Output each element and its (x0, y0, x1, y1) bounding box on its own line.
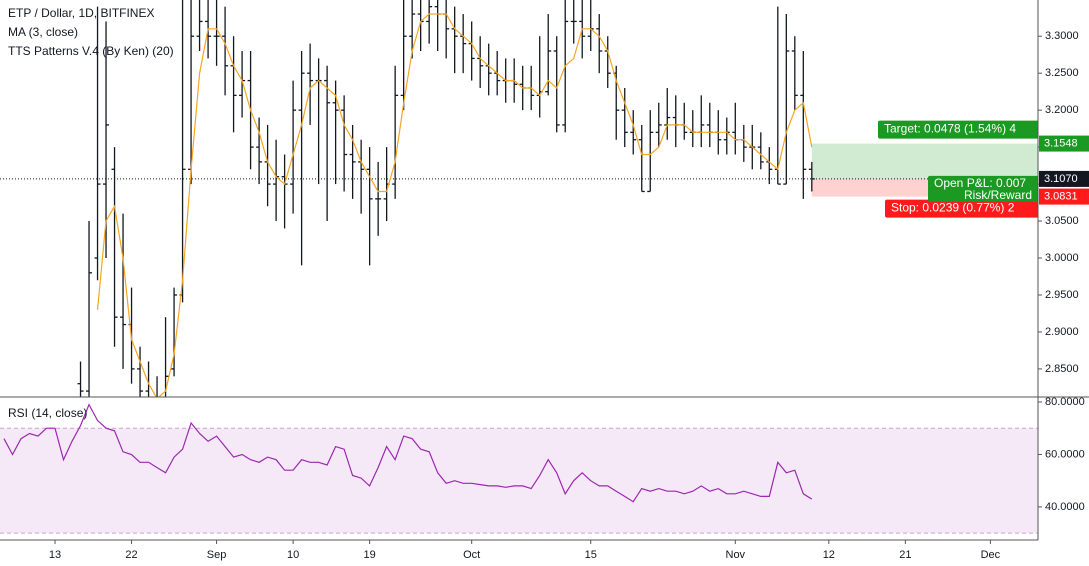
x-tick-label: Nov (726, 549, 746, 561)
y-tick-label: 80.0000 (1045, 396, 1085, 408)
position-label: Target: 0.0478 (1.54%) 4 (884, 122, 1016, 136)
series-line (96, 13, 813, 397)
x-tick-label: 12 (823, 549, 835, 561)
ma-legend: MA (3, close) (8, 25, 78, 39)
pnl-label: Open P&L: 0.007 (934, 176, 1026, 190)
rsi-band (0, 428, 1038, 534)
x-tick-label: Oct (463, 549, 480, 561)
y-tick-label: 60.0000 (1045, 448, 1085, 460)
price-tag-label: 3.1070 (1044, 173, 1078, 185)
pnl-box (928, 175, 1038, 202)
y-tick-label: 2.8500 (1045, 363, 1079, 375)
x-tick-label: 22 (125, 549, 137, 561)
x-tick-label: 21 (899, 549, 911, 561)
y-tick-label: 3.3000 (1045, 30, 1079, 42)
x-tick-label: Dec (981, 549, 1001, 561)
y-tick-label: 3.2500 (1045, 67, 1079, 79)
x-tick-label: Sep (207, 549, 227, 561)
price-pane: Target: 0.0478 (1.54%) 4 Stop: 0.0239 (0.… (0, 0, 1038, 397)
position-label: Stop: 0.0239 (0.77%) 2 (891, 201, 1015, 215)
x-tick-label: 10 (287, 549, 299, 561)
y-tick-label: 3.0500 (1045, 215, 1079, 227)
y-tick-label: 3.2000 (1045, 104, 1079, 116)
price-tag (1039, 188, 1089, 205)
rsi-pane (0, 403, 1038, 534)
rsi-legend: RSI (14, close) (8, 406, 87, 420)
pattern-legend: TTS Patterns V.4 (By Ken) (20) (8, 44, 174, 58)
target-zone (811, 143, 1038, 179)
y-tick-label: 3.0000 (1045, 252, 1079, 264)
y-tick-label: 2.9000 (1045, 326, 1079, 338)
price-tag-label: 3.1548 (1044, 137, 1078, 149)
chart-title: ETP / Dollar, 1D, BITFINEX (8, 6, 154, 20)
y-tick-label: 40.0000 (1045, 501, 1085, 513)
series-line (3, 403, 813, 503)
position-label-box (878, 120, 1038, 139)
position-label-box (885, 199, 1038, 218)
legend: ETP / Dollar, 1D, BITFINEX MA (3, close)… (8, 6, 174, 420)
x-tick-label: 13 (49, 549, 61, 561)
y-tick-label: 2.9500 (1045, 289, 1079, 301)
x-tick-label: 19 (364, 549, 376, 561)
price-tag (1039, 170, 1089, 187)
x-tick-label: 15 (585, 549, 597, 561)
price-tag-label: 3.0831 (1044, 190, 1078, 202)
rr-label: Risk/Reward (964, 188, 1032, 202)
price-tag (1039, 135, 1089, 152)
